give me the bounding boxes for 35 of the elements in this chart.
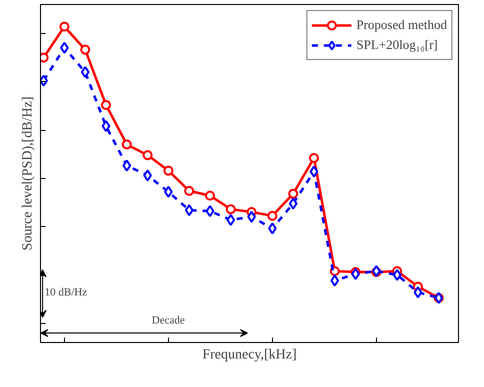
point	[60, 42, 69, 54]
point	[101, 100, 112, 110]
legend-label: Proposed method	[356, 17, 447, 33]
point	[163, 166, 174, 176]
point	[330, 274, 340, 287]
annotation: Decade	[152, 314, 185, 327]
point	[142, 150, 153, 160]
point	[184, 186, 194, 196]
point	[226, 214, 236, 226]
point	[267, 210, 278, 221]
point	[80, 66, 90, 78]
point	[310, 166, 318, 178]
point	[59, 22, 70, 32]
point	[184, 204, 194, 216]
point	[288, 188, 298, 199]
point	[308, 153, 319, 164]
point	[164, 186, 173, 198]
point	[247, 210, 256, 223]
point	[122, 160, 132, 172]
y-axis-title: Source level(PSD),[dB/Hz]	[20, 96, 36, 250]
point	[414, 286, 422, 298]
point	[102, 120, 110, 132]
annotation: 10 dB/Hz	[44, 286, 88, 298]
x-axis-title: Frequnecy,[kHz]	[202, 348, 297, 362]
point	[206, 205, 214, 218]
point	[143, 169, 152, 182]
point	[288, 198, 298, 210]
point	[392, 268, 402, 281]
point	[204, 190, 215, 201]
legend-label: SPL+20log₁₀[r]	[356, 37, 438, 53]
point	[226, 204, 236, 214]
point	[351, 268, 360, 280]
point	[268, 222, 277, 234]
point	[122, 139, 132, 150]
point	[80, 44, 90, 55]
